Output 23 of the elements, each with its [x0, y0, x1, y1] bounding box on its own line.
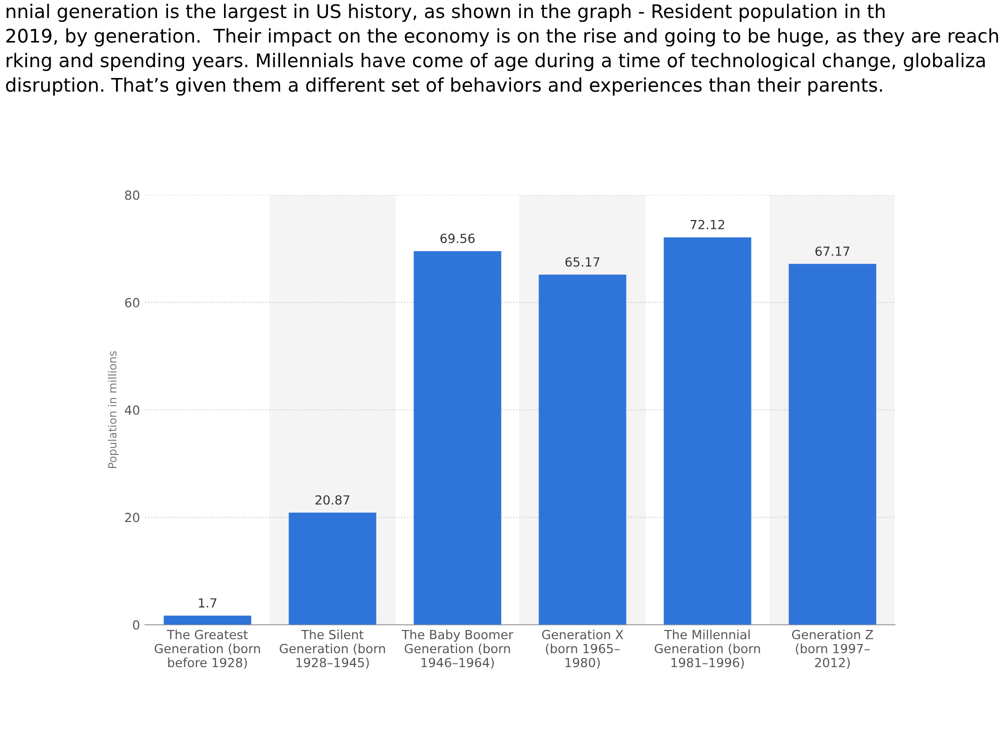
- bar: [414, 251, 502, 625]
- y-tick-label: 60: [125, 298, 140, 308]
- bar: [164, 616, 252, 625]
- y-tick-label: 40: [124, 405, 140, 415]
- y-tick-label: 0: [133, 620, 140, 630]
- x-tick-label: The Millennial Generation (born 1981–1996): [654, 630, 760, 669]
- x-tick-label: The Silent Generation (born 1928–1945): [280, 630, 385, 669]
- y-tick-label: 80: [125, 190, 140, 200]
- chart-title: nnial generation is the largest in US history, as shown in the graph - Resident population in th 2019, by generation. Their impact on the economy is on the rise and going to be huge, as they are reach rking and spending years. Millennials have come of age during a time of technological change, globaliza disruption. That’s given them a different set of behaviors and experiences than their parents.: [6, 4, 998, 96]
- x-tick-label: The Greatest Generation (born before 1928): [154, 630, 260, 669]
- data-label: 69.56: [440, 234, 475, 244]
- data-label: 20.87: [316, 495, 350, 505]
- x-tick-label: The Baby Boomer Generation (born 1946–1964): [402, 630, 514, 669]
- bar: [664, 237, 752, 625]
- data-label: 72.12: [690, 220, 724, 230]
- data-label: 67.17: [815, 246, 850, 256]
- y-tick-label: 20: [125, 512, 140, 522]
- x-tick-label: Generation Z (born 1997– 2012): [792, 630, 874, 669]
- data-label: 65.17: [565, 257, 600, 267]
- bar: [288, 512, 376, 625]
- y-axis-title: Population in millions: [108, 351, 119, 468]
- data-label: 1.7: [198, 598, 216, 608]
- x-tick-label: Generation X (born 1965– 1980): [542, 630, 624, 669]
